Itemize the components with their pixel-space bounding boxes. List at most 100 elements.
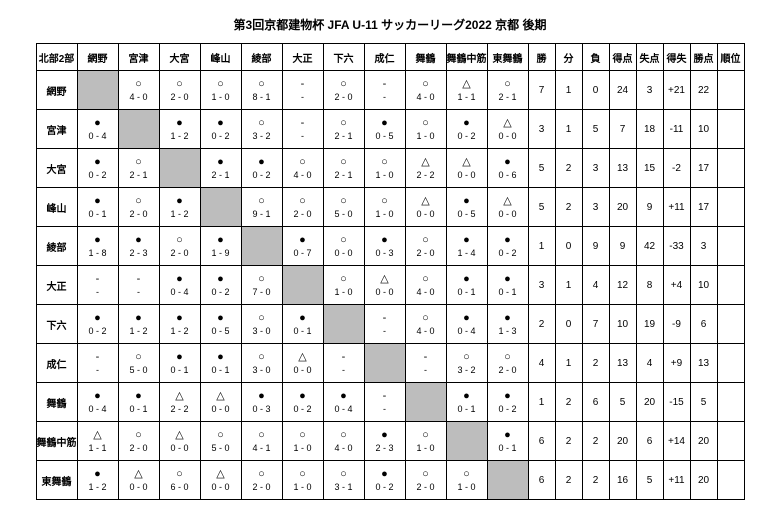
match-cell: -- [364,305,405,344]
match-cell: ○2 - 1 [118,149,159,188]
score-text: - [283,130,323,144]
match-cell: ○1 - 0 [200,71,241,110]
col-header-team: 網野 [77,44,118,71]
stat-cell: 13 [609,149,636,188]
match-cell: ○1 - 0 [405,422,446,461]
match-cell: ●0 - 1 [159,344,200,383]
result-mark: △ [447,77,487,91]
result-mark: - [119,272,159,286]
score-text: 5 - 0 [201,442,241,456]
score-text: 4 - 0 [119,91,159,105]
result-mark: ○ [324,272,364,286]
match-cell: ○4 - 0 [282,149,323,188]
stat-cell: 12 [609,266,636,305]
score-text: - [365,403,405,417]
stat-cell: 16 [609,461,636,500]
score-text: 0 - 1 [78,208,118,222]
result-mark: ● [283,311,323,325]
match-cell: △0 - 0 [487,188,528,227]
score-text: 0 - 2 [201,130,241,144]
result-mark: ● [119,233,159,247]
score-text: 0 - 0 [119,481,159,495]
result-mark: ● [78,233,118,247]
result-mark: ○ [283,194,323,208]
score-text: 4 - 0 [406,91,446,105]
match-cell: ○1 - 0 [405,110,446,149]
score-text: 1 - 4 [447,247,487,261]
result-mark: ○ [242,194,282,208]
row-header-team: 東舞鶴 [36,461,77,500]
score-text: 4 - 0 [324,442,364,456]
result-mark: ● [242,389,282,403]
score-text: 0 - 2 [488,247,528,261]
stat-cell: 7 [609,110,636,149]
score-text: 0 - 2 [78,325,118,339]
result-mark: ○ [406,428,446,442]
score-text: 0 - 5 [447,208,487,222]
score-text: 0 - 1 [283,325,323,339]
score-text: 7 - 0 [242,286,282,300]
result-mark: ● [365,467,405,481]
result-mark: ● [78,116,118,130]
result-mark: ○ [242,467,282,481]
match-cell: ○4 - 0 [405,305,446,344]
stat-cell: 17 [690,149,717,188]
score-text: - [78,364,118,378]
match-cell: ●0 - 3 [241,383,282,422]
match-cell: ●0 - 1 [487,422,528,461]
match-cell [446,422,487,461]
table-row: 大正----●0 - 4●0 - 2○7 - 0○1 - 0△0 - 0○4 -… [36,266,744,305]
match-cell: ●0 - 4 [77,383,118,422]
row-header-team: 宮津 [36,110,77,149]
result-mark: ● [201,350,241,364]
match-cell: ●0 - 2 [282,383,323,422]
match-cell: ○8 - 1 [241,71,282,110]
score-text: 4 - 0 [406,286,446,300]
stat-cell: 5 [528,149,555,188]
col-header-team: 舞鶴 [405,44,446,71]
match-cell: ●1 - 3 [487,305,528,344]
row-header-team: 成仁 [36,344,77,383]
result-mark: ○ [406,467,446,481]
match-cell [282,266,323,305]
result-mark: ○ [488,77,528,91]
score-text: 4 - 0 [406,325,446,339]
col-header-stat: 勝 [528,44,555,71]
match-cell: -- [405,344,446,383]
result-mark: ○ [447,350,487,364]
stat-cell: -15 [663,383,690,422]
stat-cell [717,266,744,305]
result-mark: △ [447,155,487,169]
score-text: 0 - 0 [201,403,241,417]
score-text: 1 - 2 [78,481,118,495]
match-cell: ●1 - 4 [446,227,487,266]
match-cell: ○4 - 1 [241,422,282,461]
score-text: 1 - 0 [406,442,446,456]
match-cell: ○1 - 0 [323,266,364,305]
score-text: 0 - 0 [406,208,446,222]
score-text: 0 - 2 [283,403,323,417]
match-cell: △0 - 0 [282,344,323,383]
table-row: 宮津●0 - 4●1 - 2●0 - 2○3 - 2--○2 - 1●0 - 5… [36,110,744,149]
stat-cell: 18 [636,110,663,149]
result-mark: ● [365,116,405,130]
result-mark: ○ [324,155,364,169]
result-mark: ● [201,233,241,247]
score-text: 5 - 0 [119,364,159,378]
score-text: 3 - 2 [447,364,487,378]
result-mark: ● [488,311,528,325]
match-cell: ●0 - 1 [118,383,159,422]
score-text: 0 - 3 [365,247,405,261]
match-cell: ○2 - 0 [487,344,528,383]
result-mark: ○ [119,428,159,442]
match-cell: ●0 - 7 [282,227,323,266]
col-header-team: 綾部 [241,44,282,71]
result-mark: △ [488,194,528,208]
match-cell: ○1 - 0 [282,422,323,461]
result-mark: - [78,350,118,364]
score-text: 0 - 2 [447,130,487,144]
result-mark: - [365,77,405,91]
header-row: 北部2部網野宮津大宮峰山綾部大正下六成仁舞鶴舞鶴中筋東舞鶴勝分負得点失点得失勝点… [36,44,744,71]
stat-cell: 22 [690,71,717,110]
stat-cell: 2 [582,461,609,500]
